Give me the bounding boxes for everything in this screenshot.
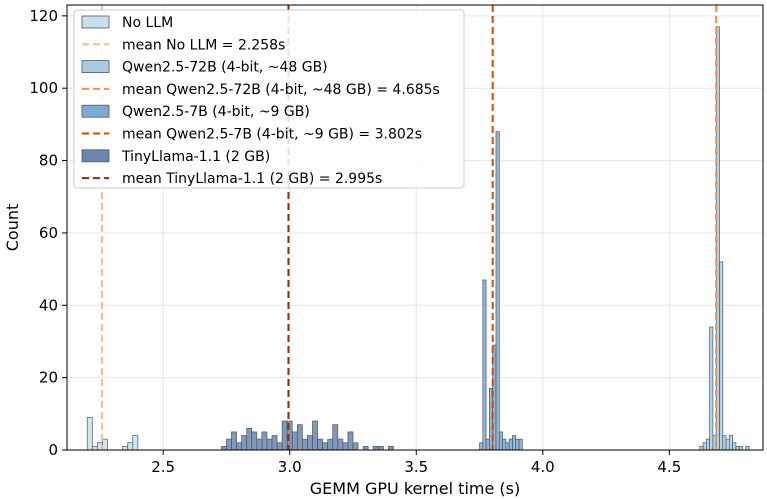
legend-box [73, 9, 465, 189]
bar-series-2-bin-8 [505, 442, 510, 451]
bar-series-3-bin-24 [342, 442, 349, 451]
bar-series-3-bin-16 [302, 438, 308, 451]
x-tick-label-3: 4.0 [531, 458, 555, 476]
bar-series-1-bin-7 [722, 435, 727, 451]
bar-series-3-bin-11 [276, 442, 283, 451]
bar-series-3-bin-22 [332, 424, 339, 451]
bar-series-2-bin-7 [502, 438, 507, 451]
bar-series-2-bin-12 [518, 438, 523, 451]
bar-series-3-bin-3 [236, 442, 242, 451]
y-tick-label-4: 80 [39, 152, 58, 170]
bar-series-3-bin-8 [261, 431, 268, 451]
bar-series-2-bin-10 [512, 435, 517, 451]
bar-series-3-bin-12 [281, 420, 288, 451]
bar-series-3-bin-28 [372, 446, 379, 451]
bar-series-3-bin-23 [337, 438, 344, 451]
legend-mean-label-2: mean Qwen2.5-7B (4-bit, ~9 GB) = 3.802s [122, 127, 422, 143]
bar-series-0-bin-3 [102, 438, 108, 451]
bar-series-1-bin-9 [728, 435, 733, 451]
bar-series-3-bin-1 [226, 438, 232, 451]
bar-series-3-bin-4 [241, 435, 248, 451]
bar-series-2-bin-2 [485, 438, 490, 451]
legend-swatch-3 [81, 149, 110, 163]
legend-label-2: Qwen2.5-7B (4-bit, ~9 GB) [122, 104, 310, 120]
legend-swatch-1 [81, 60, 110, 73]
bar-series-1-bin-3 [709, 326, 714, 451]
y-tick-label-6: 120 [29, 7, 58, 25]
bar-series-3-bin-10 [271, 435, 278, 451]
legend-mean-label-0: mean No LLM = 2.258s [122, 37, 285, 53]
legend-swatch-2 [81, 104, 110, 118]
bar-series-3-bin-5 [246, 427, 253, 451]
bar-series-2-bin-1 [482, 279, 487, 451]
bar-series-3-bin-7 [256, 438, 263, 451]
bar-series-1-bin-10 [732, 442, 737, 451]
bar-series-0-bin-5 [127, 442, 134, 451]
bar-series-3-bin-14 [291, 431, 298, 451]
x-tick-label-1: 3.0 [278, 458, 302, 476]
bar-series-0-bin-1 [91, 446, 98, 451]
histogram-bars [86, 26, 750, 451]
bar-series-3-bin-17 [307, 435, 313, 451]
bar-series-3-bin-2 [231, 431, 237, 451]
bar-series-1-bin-2 [705, 438, 710, 451]
y-tick-label-5: 100 [29, 79, 58, 97]
bar-series-3-bin-21 [327, 438, 334, 451]
legend-label-3: TinyLlama-1.1 (2 GB) [121, 149, 270, 165]
legend: No LLM mean No LLM = 2.258s Qwen2.5-72B (4… [73, 9, 465, 189]
legend-label-1: Qwen2.5-72B (4-bit, ~48 GB) [122, 60, 328, 76]
legend-mean-label-3: mean TinyLlama-1.1 (2 GB) = 2.995s [122, 171, 382, 187]
bar-series-2-bin-9 [508, 438, 513, 451]
legend-swatch-0 [81, 15, 110, 29]
y-tick-label-2: 40 [39, 296, 58, 314]
bar-series-1-bin-1 [702, 442, 707, 451]
plot-frame [66, 4, 764, 451]
bar-series-0-bin-4 [122, 446, 129, 451]
bar-series-1-bin-12 [738, 446, 743, 451]
x-axis-label: GEMM GPU kernel time (s) [310, 479, 520, 498]
legend-label-0: No LLM [122, 15, 173, 31]
x-axis-ticks: 2.5 3.0 3.5 4.0 4.5 [151, 450, 681, 476]
bar-series-3-bin-9 [266, 438, 273, 451]
bar-series-3-bin-27 [362, 446, 369, 451]
legend-mean-label-1: mean Qwen2.5-72B (4-bit, ~48 GB) = 4.685… [122, 82, 440, 98]
bar-series-3-bin-0 [221, 446, 227, 451]
mean-lines [100, 5, 718, 450]
y-axis-label: Count [3, 204, 22, 252]
y-axis-ticks: 0 20 40 60 80 100 120 [29, 7, 67, 459]
x-tick-label-0: 2.5 [151, 458, 175, 476]
bar-series-3-bin-6 [251, 431, 258, 451]
bar-series-1-bin-6 [719, 261, 724, 451]
y-tick-label-3: 60 [39, 224, 58, 242]
bar-series-2-bin-5 [495, 131, 500, 451]
bar-series-2-bin-6 [498, 431, 503, 451]
bar-series-3-bin-26 [352, 442, 359, 451]
y-tick-label-1: 20 [39, 369, 58, 387]
bar-series-2-bin-0 [479, 442, 484, 451]
bar-series-1-bin-11 [735, 446, 740, 451]
y-tick-label-0: 0 [48, 441, 58, 459]
bar-series-1-bin-13 [745, 446, 750, 451]
bar-series-1-bin-0 [699, 446, 704, 451]
bar-series-2-bin-11 [515, 438, 520, 451]
bar-series-3-bin-25 [347, 431, 354, 451]
bar-series-3-bin-15 [296, 424, 303, 451]
bar-series-3-bin-30 [388, 446, 394, 451]
bar-series-1-bin-8 [725, 438, 730, 451]
bar-series-3-bin-20 [322, 442, 329, 451]
bar-series-3-bin-29 [377, 446, 384, 451]
bar-series-0-bin-6 [132, 435, 139, 451]
x-tick-label-2: 3.5 [404, 458, 428, 476]
x-tick-label-4: 4.5 [657, 458, 681, 476]
bar-series-3-bin-19 [317, 438, 323, 451]
bar-series-3-bin-18 [312, 420, 318, 451]
bar-series-0-bin-0 [86, 417, 93, 451]
